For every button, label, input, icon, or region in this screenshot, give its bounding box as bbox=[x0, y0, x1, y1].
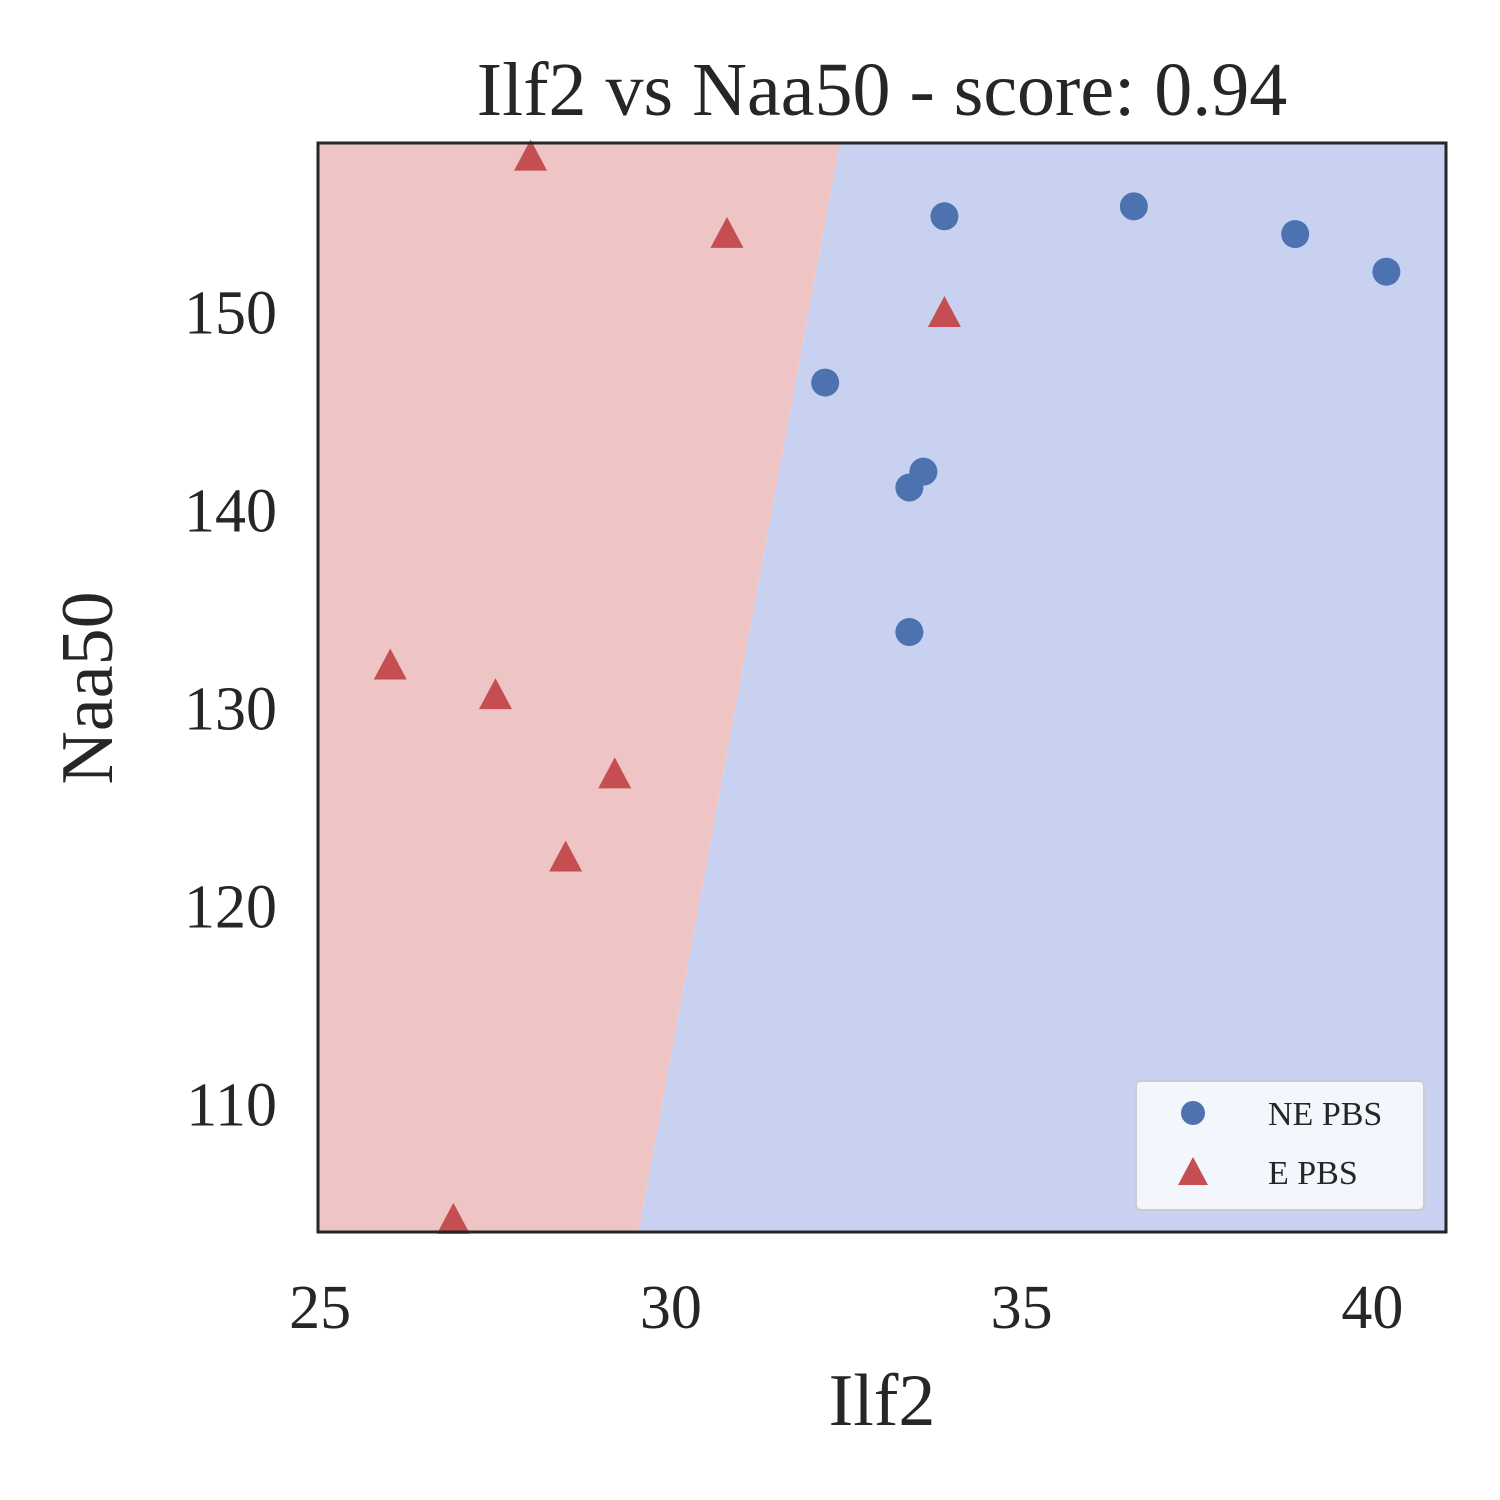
chart-title: Ilf2 vs Naa50 - score: 0.94 bbox=[477, 48, 1287, 132]
point-e-pbs bbox=[514, 139, 548, 171]
point-e-pbs bbox=[436, 1202, 470, 1234]
x-tick-label: 35 bbox=[991, 1274, 1053, 1342]
point-e-pbs bbox=[373, 648, 407, 680]
y-tick-label: 120 bbox=[184, 873, 277, 941]
point-ne-pbs bbox=[909, 457, 938, 486]
legend-e-pbs-marker bbox=[1178, 1157, 1208, 1185]
y-tick-label: 130 bbox=[184, 675, 277, 743]
point-e-pbs bbox=[478, 678, 512, 710]
x-tick-label: 25 bbox=[289, 1274, 351, 1342]
plot-frame bbox=[316, 141, 1448, 1234]
legend-ne-pbs-label: NE PBS bbox=[1268, 1096, 1382, 1133]
legend-e-pbs-label: E PBS bbox=[1268, 1155, 1358, 1192]
x-tick-label: 40 bbox=[1341, 1274, 1403, 1342]
point-ne-pbs bbox=[1281, 220, 1310, 249]
point-e-pbs bbox=[598, 757, 632, 789]
legend-ne-pbs-marker bbox=[1181, 1101, 1205, 1125]
y-axis-label: Naa50 bbox=[47, 591, 129, 784]
legend-box bbox=[1135, 1080, 1425, 1211]
point-ne-pbs bbox=[1119, 192, 1148, 221]
plot-area bbox=[316, 139, 1448, 1234]
point-ne-pbs bbox=[811, 368, 840, 397]
x-tick-label: 30 bbox=[640, 1274, 702, 1342]
x-axis-label: Ilf2 bbox=[829, 1360, 936, 1442]
y-tick-label: 150 bbox=[184, 279, 277, 347]
point-ne-pbs bbox=[930, 202, 959, 231]
axis-ticks: 25 30 35 40 110 120 130 140 150 bbox=[184, 279, 1403, 1342]
point-ne-pbs bbox=[895, 618, 924, 647]
point-e-pbs bbox=[927, 296, 961, 328]
point-ne-pbs bbox=[1372, 257, 1401, 286]
legend: NE PBS E PBS bbox=[1135, 1080, 1425, 1211]
y-tick-label: 140 bbox=[184, 477, 277, 545]
region-e-pbs bbox=[318, 143, 840, 1232]
region-ne-pbs bbox=[638, 143, 1446, 1232]
point-e-pbs bbox=[710, 216, 744, 248]
point-e-pbs bbox=[549, 840, 583, 872]
y-tick-label: 110 bbox=[186, 1071, 277, 1139]
